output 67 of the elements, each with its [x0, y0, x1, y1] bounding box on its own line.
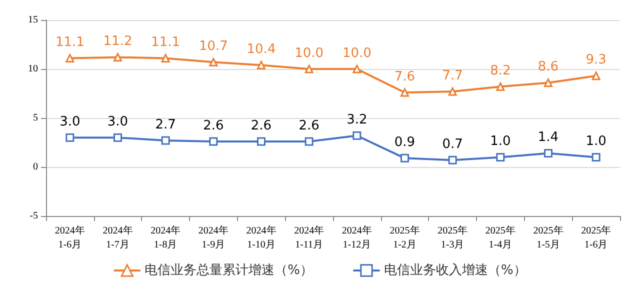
- data-label: 10.0: [294, 46, 324, 61]
- x-tick-label: 2025年 1-3月: [438, 224, 468, 250]
- x-tick-label: 2024年 1-9月: [198, 224, 228, 250]
- data-label: 1.0: [586, 134, 606, 149]
- y-tick-label: 10: [28, 64, 38, 74]
- point: [209, 137, 218, 146]
- data-label: 0.7: [442, 136, 463, 152]
- x-tick-label: 2025年 1-4月: [485, 224, 516, 250]
- data-label: 7.7: [442, 68, 463, 84]
- data-label: 10.0: [342, 46, 372, 61]
- data-label: 3.0: [60, 114, 80, 130]
- point: [544, 149, 552, 158]
- point: [161, 136, 170, 145]
- data-label: 3.0: [107, 114, 128, 130]
- point: [544, 78, 552, 87]
- point: [304, 137, 314, 146]
- point: [352, 64, 362, 74]
- x-tick-label: 2025年 1-5月: [533, 224, 564, 250]
- point: [400, 88, 409, 97]
- point: [352, 131, 362, 140]
- point: [66, 133, 74, 142]
- point: [257, 137, 266, 146]
- data-label: 11.1: [151, 34, 180, 50]
- data-label: 8.6: [538, 59, 559, 74]
- data-label: 2.7: [155, 117, 176, 132]
- point: [448, 156, 457, 164]
- x-tick-label: 2024年 1-12月: [342, 224, 372, 250]
- legend-label: 电信业务总量累计增速（%）: [144, 263, 314, 278]
- data-label: 7.6: [394, 69, 416, 84]
- data-label: 11.1: [55, 34, 84, 50]
- point: [400, 154, 409, 162]
- x-tick-label: 2025年 1-2月: [390, 224, 420, 250]
- data-label: 10.4: [246, 42, 276, 57]
- x-tick-label: 2024年 1-11月: [294, 224, 324, 250]
- y-tick-label: 15: [28, 14, 38, 26]
- data-label: 1.4: [538, 130, 559, 146]
- point: [304, 64, 314, 74]
- point: [496, 82, 505, 91]
- x-tick-label: 2024年 1-10月: [246, 224, 276, 250]
- point: [257, 60, 266, 70]
- x-tick-label: 2024年 1-8月: [150, 224, 181, 250]
- data-label: 11.2: [103, 34, 132, 49]
- point: [209, 58, 218, 66]
- data-label: 2.6: [298, 118, 320, 134]
- point: [592, 72, 600, 80]
- point: [161, 54, 170, 62]
- y-tick-label: -5: [30, 210, 38, 222]
- data-label: 9.3: [586, 52, 606, 68]
- data-label: 0.9: [394, 134, 416, 150]
- point: [592, 152, 600, 162]
- data-label: 2.6: [203, 118, 224, 134]
- y-tick-label: 5: [33, 112, 38, 124]
- x-tick-label: 2025年 1-6月: [581, 224, 612, 250]
- point: [496, 152, 505, 162]
- data-label: 8.2: [490, 63, 511, 78]
- data-label: 2.6: [250, 118, 272, 134]
- point: [66, 54, 74, 62]
- x-tick-label: 2024年 1-7月: [102, 224, 133, 250]
- data-label: 10.7: [198, 38, 228, 54]
- legend-label: 电信业务收入增速（%）: [384, 263, 526, 278]
- data-label: 3.2: [346, 112, 368, 128]
- point: [114, 52, 122, 62]
- y-tick-label: 0: [33, 162, 38, 172]
- point: [114, 133, 122, 142]
- x-tick-label: 2024年 1-6月: [54, 224, 85, 250]
- data-label: 1.0: [490, 134, 511, 149]
- point: [448, 87, 457, 96]
